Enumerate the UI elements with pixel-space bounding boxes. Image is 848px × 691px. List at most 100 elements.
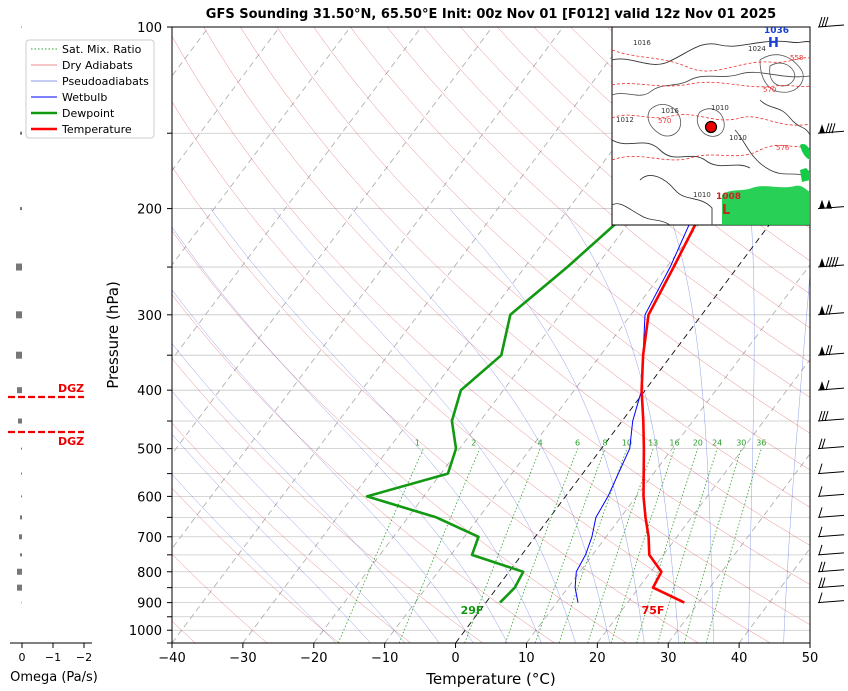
y-tick-label: 1000 (129, 624, 162, 639)
legend-label: Wetbulb (62, 91, 107, 104)
isotherm (172, 27, 422, 361)
pseudoadiabat (172, 390, 406, 643)
x-tick-label: 0 (451, 651, 459, 666)
omega-bar (21, 495, 22, 498)
omega-bar (17, 387, 22, 394)
wind-barb (817, 507, 845, 518)
mixing-ratio-label: 2 (471, 439, 476, 448)
map-low-letter: L (722, 203, 730, 218)
legend-label: Dewpoint (62, 107, 115, 120)
y-tick-label: 500 (137, 443, 162, 458)
pseudoadiabat (273, 208, 576, 643)
mixing-ratio-line (683, 448, 742, 643)
wind-barb (817, 380, 845, 391)
x-tick-label: −40 (158, 651, 185, 666)
mixing-ratio-line (657, 448, 718, 643)
map-isobar-label: 1010 (693, 191, 711, 199)
map-isobar-label: 1016 (661, 107, 679, 115)
omega-bar (21, 601, 22, 604)
pseudoadiabat (783, 271, 810, 643)
wind-barb (817, 592, 845, 604)
map-thickness-label: 576 (776, 144, 790, 152)
wind-barb (817, 256, 845, 268)
y-tick-label: 600 (137, 490, 162, 505)
dry-adiabat (172, 166, 699, 643)
mixing-ratio-label: 30 (736, 439, 746, 448)
dry-adiabat (460, 27, 810, 329)
omega-panel: DGZ DGZ 0 −1 −2 Omega (Pa/s) (8, 26, 98, 685)
dry-adiabat (423, 27, 810, 363)
dry-adiabat (276, 27, 810, 508)
mixing-ratio-line (705, 448, 762, 643)
surface-temperature-label: 75F (642, 604, 665, 617)
y-tick-label: 900 (137, 597, 162, 612)
x-axis: −40 −30 −20 −10 0 10 20 30 40 50 (158, 643, 818, 666)
dry-adiabat (350, 27, 810, 434)
pseudoadiabat (172, 473, 336, 643)
omega-axis-label: Omega (Pa/s) (10, 670, 98, 685)
pseudoadiabat (172, 226, 508, 643)
pseudoadiabat (351, 208, 611, 643)
map-isobar-label: 1016 (633, 39, 651, 47)
mixing-ratio-label: 20 (693, 439, 703, 448)
map-location-marker (704, 120, 718, 134)
wind-barb (817, 577, 845, 589)
x-tick-label: −30 (229, 651, 256, 666)
mixing-ratio-label: 4 (538, 439, 543, 448)
dry-adiabat (172, 230, 627, 643)
y-tick-label: 800 (137, 566, 162, 581)
plot-frame (171, 26, 811, 644)
pseudoadiabat (210, 208, 542, 643)
pseudoadiabat (562, 208, 680, 643)
pseudoadiabat (172, 343, 440, 643)
mixing-ratio-line (398, 448, 481, 643)
omega-bar (18, 418, 22, 424)
omega-bar (19, 534, 22, 540)
omega-bar (20, 207, 22, 211)
mixing-ratio-label: 13 (648, 439, 658, 448)
wind-barb (817, 486, 845, 497)
mixing-ratio-labels: 1 2 4 6 8 10 13 16 20 24 30 36 (415, 439, 767, 448)
isotherm (172, 27, 564, 550)
dry-adiabat (172, 553, 268, 643)
wind-barb (817, 544, 845, 556)
omega-bar (21, 26, 22, 28)
mixing-ratio-label: 10 (622, 439, 632, 448)
map-thickness-label: 570 (658, 117, 671, 125)
dry-adiabat (172, 294, 555, 643)
isotherm (172, 27, 635, 643)
legend-label: Temperature (61, 123, 132, 136)
legend-label: Dry Adiabats (62, 59, 133, 72)
map-high-value: 1036 (764, 26, 789, 36)
omega-tick-label: −1 (45, 651, 61, 664)
map-isobar-label: 1024 (748, 45, 766, 53)
x-tick-label: −20 (300, 651, 327, 666)
wind-barb (817, 16, 845, 28)
omega-bar (16, 351, 22, 359)
dgz-top-label: DGZ (58, 382, 84, 395)
omega-bar (17, 584, 22, 591)
wind-barb (817, 561, 845, 573)
mixing-ratio-line (534, 448, 606, 643)
mixing-ratio-label: 8 (603, 439, 608, 448)
wind-barb (817, 410, 845, 422)
inset-map: 1036 H 1008 L 1016 1024 1012 1016 1010 1… (611, 26, 811, 226)
legend: Sat. Mix. Ratio Dry Adiabats Pseudoadiabat… (25, 39, 155, 139)
omega-bar (16, 311, 22, 319)
pseudoadiabat (172, 289, 474, 643)
mixing-ratio-line (610, 448, 675, 643)
x-tick-label: 20 (589, 651, 606, 666)
mixing-ratio-label: 16 (669, 439, 679, 448)
pseudoadiabat (667, 208, 714, 643)
zero-isotherm (455, 169, 810, 643)
omega-tick-label: 0 (19, 651, 26, 664)
legend-label: Sat. Mix. Ratio (62, 43, 142, 56)
x-tick-label: 30 (660, 651, 677, 666)
x-tick-label: −10 (371, 651, 398, 666)
dry-adiabat (172, 487, 340, 643)
pseudoadiabat (449, 208, 645, 643)
mixing-ratio-label: 6 (575, 439, 580, 448)
pseudoadiabat (748, 208, 755, 643)
omega-bar (21, 447, 22, 450)
